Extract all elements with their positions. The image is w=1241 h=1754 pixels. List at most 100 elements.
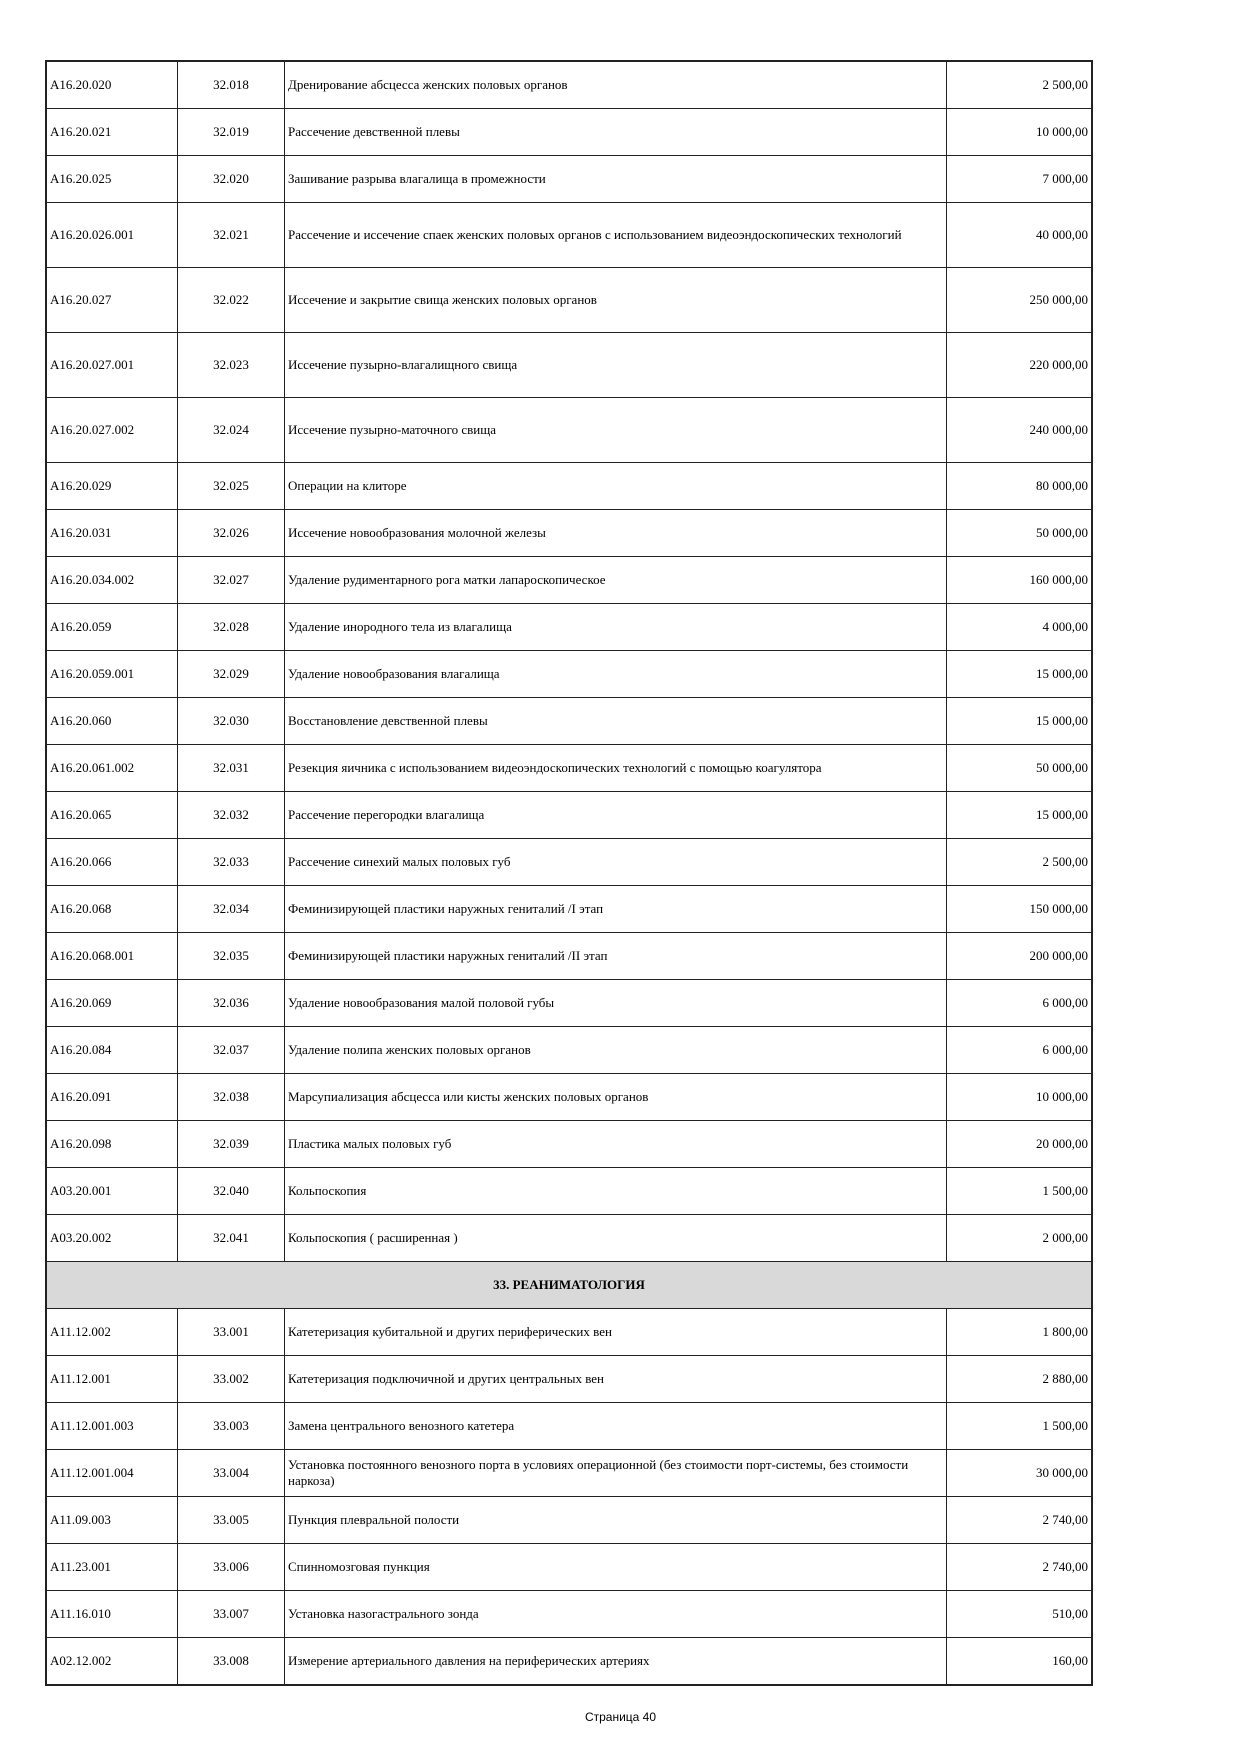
table-row: A16.20.026.001 32.021 Рассечение и иссечен… [45, 202, 1093, 268]
service-name: Кольпоскопия ( расширенная ) [284, 1214, 947, 1262]
service-code: A11.16.010 [45, 1590, 178, 1638]
table-row: A11.23.001 33.006 Спинномозговая пункция 2 … [45, 1543, 1093, 1591]
service-code: A16.20.031 [45, 509, 178, 557]
table-row: A11.12.001 33.002 Катетеризация подключичн… [45, 1355, 1093, 1403]
table-row: A11.12.001.003 33.003 Замена центрального … [45, 1402, 1093, 1450]
price: 160,00 [946, 1637, 1093, 1686]
service-name: Иссечение новообразования молочной желез… [284, 509, 947, 557]
item-number: 33.003 [177, 1402, 285, 1450]
table-row: A11.16.010 33.007 Установка назогастрально… [45, 1590, 1093, 1638]
price: 50 000,00 [946, 744, 1093, 792]
price: 1 500,00 [946, 1167, 1093, 1215]
price: 1 800,00 [946, 1308, 1093, 1356]
item-number: 32.029 [177, 650, 285, 698]
item-number: 32.026 [177, 509, 285, 557]
item-number: 32.030 [177, 697, 285, 745]
service-name: Зашивание разрыва влагалища в промежност… [284, 155, 947, 203]
table-row: A16.20.060 32.030 Восстановление девственн… [45, 697, 1093, 745]
service-code: A16.20.021 [45, 108, 178, 156]
service-code: A02.12.002 [45, 1637, 178, 1686]
table-row: A16.20.069 32.036 Удаление новообразования… [45, 979, 1093, 1027]
service-code: A03.20.002 [45, 1214, 178, 1262]
service-code: A16.20.065 [45, 791, 178, 839]
item-number: 32.028 [177, 603, 285, 651]
service-name: Замена центрального венозного катетера [284, 1402, 947, 1450]
price: 2 000,00 [946, 1214, 1093, 1262]
service-code: A16.20.068.001 [45, 932, 178, 980]
table-row: A16.20.061.002 32.031 Резекция яичника с и… [45, 744, 1093, 792]
service-name: Рассечение и иссечение спаек женских пол… [284, 202, 947, 268]
price: 15 000,00 [946, 791, 1093, 839]
item-number: 32.035 [177, 932, 285, 980]
service-name: Спинномозговая пункция [284, 1543, 947, 1591]
service-code: A16.20.029 [45, 462, 178, 510]
service-code: A16.20.066 [45, 838, 178, 886]
item-number: 32.034 [177, 885, 285, 933]
item-number: 32.033 [177, 838, 285, 886]
service-name: Удаление рудиментарного рога матки лапар… [284, 556, 947, 604]
service-name: Пункция плевральной полости [284, 1496, 947, 1544]
item-number: 33.007 [177, 1590, 285, 1638]
table-row: A11.12.002 33.001 Катетеризация кубитально… [45, 1308, 1093, 1356]
price: 10 000,00 [946, 1073, 1093, 1121]
service-name: Рассечение девственной плевы [284, 108, 947, 156]
service-name: Установка постоянного венозного порта в … [284, 1449, 947, 1497]
service-name: Дренирование абсцесса женских половых ор… [284, 60, 947, 109]
service-code: A11.12.001.003 [45, 1402, 178, 1450]
item-number: 33.001 [177, 1308, 285, 1356]
service-name: Катетеризация подключичной и других цент… [284, 1355, 947, 1403]
item-number: 33.008 [177, 1637, 285, 1686]
service-code: A16.20.027.002 [45, 397, 178, 463]
table-row: A11.12.001.004 33.004 Установка постоянног… [45, 1449, 1093, 1497]
section-title: 33. РЕАНИМАТОЛОГИЯ [45, 1261, 1093, 1309]
service-code: A16.20.027 [45, 267, 178, 333]
service-code: A11.12.001 [45, 1355, 178, 1403]
service-code: A16.20.026.001 [45, 202, 178, 268]
service-code: A16.20.027.001 [45, 332, 178, 398]
service-name: Иссечение пузырно-маточного свища [284, 397, 947, 463]
table-row: A16.20.068 32.034 Феминизирующей пластики … [45, 885, 1093, 933]
item-number: 33.004 [177, 1449, 285, 1497]
service-name: Феминизирующей пластики наружных генитал… [284, 932, 947, 980]
service-name: Кольпоскопия [284, 1167, 947, 1215]
table-row: A16.20.029 32.025 Операции на клиторе 80 00… [45, 462, 1093, 510]
service-code: A16.20.068 [45, 885, 178, 933]
table-row: A16.20.098 32.039 Пластика малых половых г… [45, 1120, 1093, 1168]
item-number: 32.038 [177, 1073, 285, 1121]
item-number: 32.039 [177, 1120, 285, 1168]
table-row: A03.20.001 32.040 Кольпоскопия 1 500,00 [45, 1167, 1093, 1215]
price: 1 500,00 [946, 1402, 1093, 1450]
price: 2 740,00 [946, 1543, 1093, 1591]
service-code: A16.20.025 [45, 155, 178, 203]
table-row: A16.20.059.001 32.029 Удаление новообразов… [45, 650, 1093, 698]
service-name: Измерение артериального давления на пери… [284, 1637, 947, 1686]
price: 2 740,00 [946, 1496, 1093, 1544]
item-number: 33.002 [177, 1355, 285, 1403]
table-row: A16.20.025 32.020 Зашивание разрыва влагал… [45, 155, 1093, 203]
service-code: A16.20.091 [45, 1073, 178, 1121]
service-name: Марсупиализация абсцесса или кисты женск… [284, 1073, 947, 1121]
service-code: A16.20.020 [45, 60, 178, 109]
table-row: A16.20.027.001 32.023 Иссечение пузырно-вл… [45, 332, 1093, 398]
section-header-row: 33. РЕАНИМАТОЛОГИЯ [45, 1261, 1093, 1309]
service-name: Пластика малых половых губ [284, 1120, 947, 1168]
price: 4 000,00 [946, 603, 1093, 651]
service-name: Резекция яичника с использованием видеоэ… [284, 744, 947, 792]
table-row: A11.09.003 33.005 Пункция плевральной поло… [45, 1496, 1093, 1544]
item-number: 32.032 [177, 791, 285, 839]
item-number: 32.037 [177, 1026, 285, 1074]
price: 15 000,00 [946, 697, 1093, 745]
service-name: Феминизирующей пластики наружных генитал… [284, 885, 947, 933]
price: 30 000,00 [946, 1449, 1093, 1497]
price: 10 000,00 [946, 108, 1093, 156]
service-name: Удаление инородного тела из влагалища [284, 603, 947, 651]
price: 80 000,00 [946, 462, 1093, 510]
table-row: A16.20.027.002 32.024 Иссечение пузырно-ма… [45, 397, 1093, 463]
service-code: A16.20.061.002 [45, 744, 178, 792]
table-row: A02.12.002 33.008 Измерение артериального … [45, 1637, 1093, 1686]
table-row: A16.20.084 32.037 Удаление полипа женских … [45, 1026, 1093, 1074]
service-code: A03.20.001 [45, 1167, 178, 1215]
price: 250 000,00 [946, 267, 1093, 333]
table-row: A16.20.091 32.038 Марсупиализация абсцесса… [45, 1073, 1093, 1121]
price: 150 000,00 [946, 885, 1093, 933]
